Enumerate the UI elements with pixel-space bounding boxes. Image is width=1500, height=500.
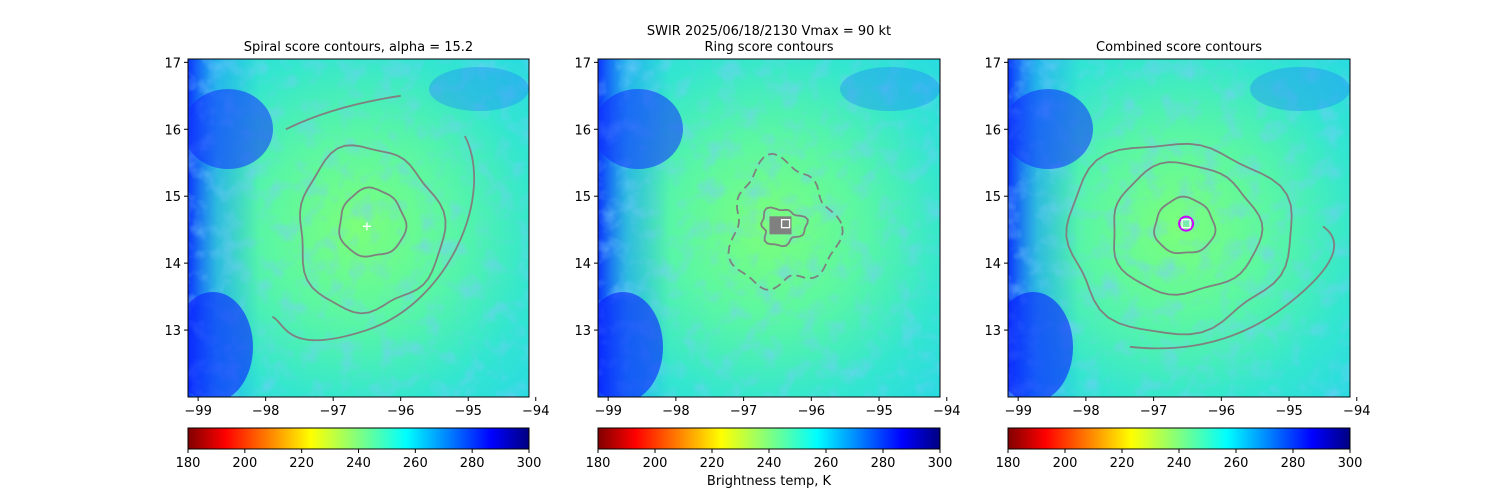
- colorbar-tick-label: 300: [928, 456, 953, 471]
- ytick-label: 16: [574, 123, 591, 138]
- contour-inner: [338, 186, 408, 258]
- xtick-label: −94: [522, 404, 549, 419]
- colorbar-tick-label: 200: [1053, 456, 1078, 471]
- xtick-label: −98: [662, 404, 689, 419]
- ytick-label: 16: [164, 123, 181, 138]
- xtick-label: −99: [594, 404, 621, 419]
- colorbar: 180 200 220 240 260 280 300: [586, 427, 953, 471]
- contours: [271, 94, 475, 342]
- brightness-temp-image: [598, 59, 940, 397]
- xtick-label: −95: [455, 404, 482, 419]
- xtick-label: −95: [865, 404, 892, 419]
- xtick-label: −95: [1275, 404, 1302, 419]
- ytick-label: 14: [574, 257, 591, 272]
- center-marker-ring: [1178, 215, 1195, 232]
- colorbar-tick-label: 260: [814, 456, 839, 471]
- xtick-label: −98: [252, 404, 279, 419]
- contours: [727, 152, 844, 291]
- panel-title: Ring score contours: [704, 40, 833, 55]
- colorbar-tick-label: 220: [1110, 456, 1135, 471]
- colorbar-tick-label: 240: [346, 456, 371, 471]
- xtick-label: −97: [319, 404, 346, 419]
- colorbar-tick-label: 240: [757, 456, 782, 471]
- colorbar-label: Brightness temp, K: [707, 474, 832, 489]
- contour-middle: [1113, 161, 1264, 296]
- colorbar-tick-label: 280: [871, 456, 896, 471]
- xtick-label: −94: [1343, 404, 1370, 419]
- colorbar-tick-label: 200: [232, 456, 257, 471]
- xtick-label: −97: [1140, 404, 1167, 419]
- colorbar-tick-label: 180: [176, 456, 201, 471]
- colorbar-gradient: [1007, 427, 1351, 450]
- contour-arc-east: [271, 135, 475, 342]
- colorbar-tick-label: 200: [643, 456, 668, 471]
- contour-outer: [1065, 142, 1293, 336]
- panel-3: Combined score contours −99 −98 −97 −96 −95 −9…: [984, 40, 1370, 471]
- colorbar-tick-label: 220: [700, 456, 725, 471]
- ytick-label: 15: [574, 190, 591, 205]
- contour-ring-inner: [760, 206, 809, 248]
- xtick-label: −99: [184, 404, 211, 419]
- ytick-label: 13: [164, 324, 181, 339]
- brightness-temp-image: [188, 59, 529, 397]
- axes-frame: [187, 58, 530, 398]
- xtick-label: −97: [730, 404, 757, 419]
- contour-ring-core: [769, 216, 792, 235]
- ytick-label: 17: [164, 56, 181, 71]
- panel-1: Spiral score contours, alpha = 15.2 −99 −9…: [164, 40, 549, 471]
- colorbar-gradient: [597, 427, 941, 450]
- xtick-label: −99: [1004, 404, 1031, 419]
- panel-2: Ring score contours −99 −98 −97 −96 −95 −94 13 1…: [574, 40, 960, 471]
- figure-suptitle: SWIR 2025/06/18/2130 Vmax = 90 kt: [647, 24, 891, 39]
- contour-ring-outer: [727, 152, 844, 291]
- colorbar-tick-label: 260: [1224, 456, 1249, 471]
- colorbar: 180 200 220 240 260 280 300: [996, 427, 1363, 471]
- ytick-label: 17: [984, 56, 1001, 71]
- xtick-label: −96: [1208, 404, 1235, 419]
- colorbar-tick-label: 260: [403, 456, 428, 471]
- colorbar: 180 200 220 240 260 280 300: [176, 427, 542, 471]
- colorbar-tick-label: 240: [1167, 456, 1192, 471]
- colorbar-tick-label: 300: [1338, 456, 1363, 471]
- xtick-label: −98: [1072, 404, 1099, 419]
- center-marker-square: [780, 218, 791, 229]
- colorbar-tick-label: 180: [586, 456, 611, 471]
- ytick-label: 13: [574, 324, 591, 339]
- ytick-label: 13: [984, 324, 1001, 339]
- ytick-label: 14: [164, 257, 181, 272]
- center-marker-plus: [362, 222, 371, 231]
- colorbar-gradient: [187, 427, 530, 450]
- contour-arc-north: [285, 94, 401, 131]
- colorbar-tick-label: 280: [1281, 456, 1306, 471]
- xtick-label: −94: [933, 404, 960, 419]
- ytick-label: 15: [984, 190, 1001, 205]
- ytick-label: 15: [164, 190, 181, 205]
- contour-arc-south: [1129, 225, 1336, 350]
- ytick-label: 16: [984, 123, 1001, 138]
- ytick-label: 17: [574, 56, 591, 71]
- contour-middle: [299, 144, 447, 315]
- xtick-label: −96: [387, 404, 414, 419]
- colorbar-tick-label: 280: [460, 456, 485, 471]
- xtick-label: −96: [798, 404, 825, 419]
- panel-title: Combined score contours: [1096, 40, 1262, 55]
- brightness-temp-image: [1008, 59, 1350, 397]
- ytick-label: 14: [984, 257, 1001, 272]
- panel-title: Spiral score contours, alpha = 15.2: [244, 40, 473, 55]
- axes-frame: [597, 58, 941, 398]
- contours: [1065, 142, 1336, 350]
- center-marker-square: [1181, 218, 1191, 229]
- contour-inner: [1153, 195, 1217, 255]
- colorbar-tick-label: 220: [289, 456, 314, 471]
- colorbar-tick-label: 180: [996, 456, 1021, 471]
- axes-frame: [1007, 58, 1351, 398]
- colorbar-tick-label: 300: [517, 456, 542, 471]
